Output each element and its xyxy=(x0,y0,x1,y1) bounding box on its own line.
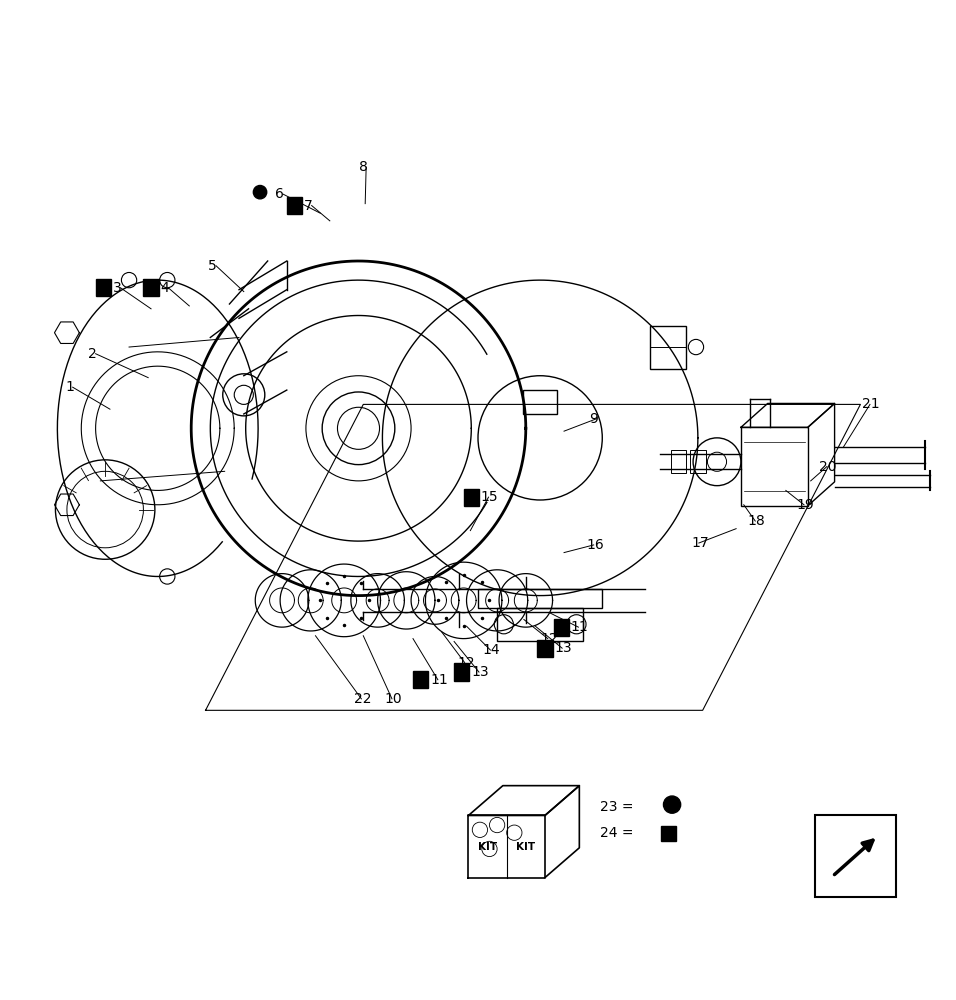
Bar xyxy=(650,326,686,369)
Bar xyxy=(96,279,111,296)
Text: 22: 22 xyxy=(354,692,371,706)
Bar xyxy=(661,826,676,841)
Text: 3: 3 xyxy=(113,281,121,295)
Text: 13: 13 xyxy=(471,665,489,679)
Text: 10: 10 xyxy=(384,692,402,706)
Bar xyxy=(741,427,808,506)
Text: 2: 2 xyxy=(88,347,97,361)
Bar xyxy=(554,619,569,636)
Text: 12: 12 xyxy=(457,656,474,670)
Bar xyxy=(413,671,428,688)
Text: 11: 11 xyxy=(430,673,448,687)
Bar xyxy=(537,640,553,657)
Text: 7: 7 xyxy=(304,199,313,213)
Bar xyxy=(690,450,706,473)
Text: 24 =: 24 = xyxy=(600,826,634,840)
Bar xyxy=(497,608,583,641)
Bar xyxy=(464,489,479,506)
Text: 12: 12 xyxy=(540,632,557,646)
Text: 17: 17 xyxy=(691,536,708,550)
Text: 5: 5 xyxy=(208,259,217,273)
Text: 16: 16 xyxy=(586,538,604,552)
Bar xyxy=(523,390,557,414)
Text: 18: 18 xyxy=(748,514,766,528)
Text: 13: 13 xyxy=(554,641,572,655)
Text: 20: 20 xyxy=(819,460,836,474)
Text: 9: 9 xyxy=(589,412,598,426)
Text: 15: 15 xyxy=(481,490,498,504)
Text: 21: 21 xyxy=(862,397,880,411)
Circle shape xyxy=(253,185,267,199)
Text: KIT: KIT xyxy=(516,842,535,852)
Text: 14: 14 xyxy=(483,643,500,657)
Text: 8: 8 xyxy=(358,160,367,174)
Bar xyxy=(815,815,896,897)
Bar xyxy=(143,279,159,296)
Text: 1: 1 xyxy=(65,380,74,394)
Circle shape xyxy=(663,796,681,813)
Bar xyxy=(671,450,686,473)
Bar xyxy=(478,589,602,608)
Text: KIT: KIT xyxy=(478,842,497,852)
Text: 19: 19 xyxy=(796,498,815,512)
Text: 11: 11 xyxy=(571,620,589,634)
Text: 23 =: 23 = xyxy=(600,800,634,814)
Text: 6: 6 xyxy=(275,187,284,201)
Text: 4: 4 xyxy=(161,281,169,295)
Bar xyxy=(454,663,469,681)
Bar xyxy=(287,197,302,214)
